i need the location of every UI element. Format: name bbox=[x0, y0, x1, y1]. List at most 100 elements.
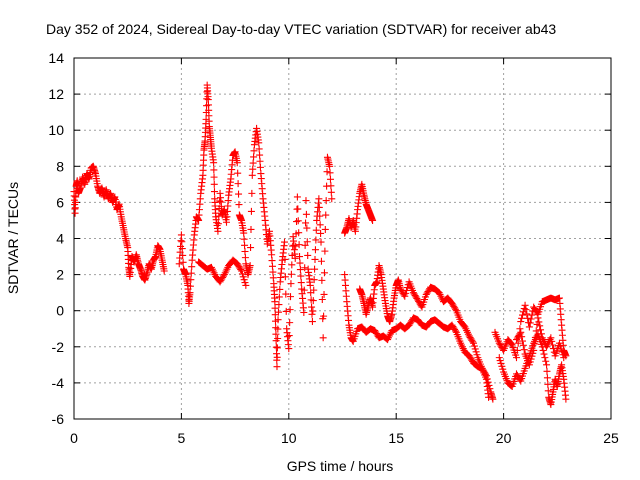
data-point bbox=[220, 263, 232, 279]
data-point bbox=[207, 263, 219, 279]
data-point bbox=[343, 298, 353, 324]
data-point bbox=[278, 242, 288, 264]
data-point bbox=[255, 139, 264, 171]
data-point bbox=[555, 294, 565, 324]
data-point bbox=[435, 319, 447, 330]
data-point bbox=[177, 231, 187, 266]
data-point bbox=[289, 233, 299, 258]
data-point bbox=[300, 219, 310, 317]
data-point bbox=[543, 361, 552, 395]
data-point bbox=[197, 175, 206, 197]
x-axis-label: GPS time / hours bbox=[287, 458, 394, 474]
x-tick-label: 15 bbox=[388, 430, 404, 446]
data-point bbox=[211, 195, 220, 217]
data-point bbox=[482, 375, 492, 398]
data-point bbox=[195, 258, 206, 269]
data-point bbox=[115, 200, 125, 218]
data-point bbox=[560, 354, 568, 362]
data-point bbox=[246, 189, 256, 270]
data-point bbox=[517, 367, 528, 385]
data-point bbox=[272, 330, 281, 364]
data-point bbox=[321, 168, 331, 233]
data-point bbox=[235, 211, 245, 223]
data-point bbox=[158, 256, 168, 273]
data-point bbox=[199, 151, 208, 179]
data-point bbox=[517, 328, 528, 354]
data-point bbox=[349, 327, 361, 345]
data-point bbox=[521, 350, 533, 367]
data-point bbox=[431, 285, 442, 296]
data-point bbox=[369, 216, 377, 224]
data-point bbox=[328, 195, 336, 203]
data-point bbox=[293, 193, 303, 249]
data-point bbox=[124, 244, 133, 267]
data-point bbox=[240, 229, 249, 262]
data-point bbox=[233, 260, 245, 274]
x-tick-label: 20 bbox=[496, 430, 512, 446]
data-point bbox=[500, 368, 511, 385]
data-point bbox=[452, 328, 464, 345]
data-point bbox=[351, 210, 361, 235]
axis-ticks: 0 5 10 15 20 25 -6 -4 -2 0 2 4 6 8 10 12 14 bbox=[48, 50, 619, 446]
data-point bbox=[302, 197, 312, 259]
data-point bbox=[268, 251, 277, 282]
data-point bbox=[341, 271, 350, 300]
data-point bbox=[461, 323, 472, 338]
data-point bbox=[271, 298, 280, 332]
data-point bbox=[504, 336, 515, 348]
data-point bbox=[188, 236, 198, 264]
data-point bbox=[296, 253, 305, 287]
data-point bbox=[311, 226, 320, 273]
data-point bbox=[298, 285, 307, 312]
data-point bbox=[538, 343, 550, 365]
data-point bbox=[384, 328, 395, 344]
data-point bbox=[489, 395, 497, 403]
data-points bbox=[70, 81, 570, 409]
data-point bbox=[534, 300, 545, 318]
data-point bbox=[248, 147, 258, 179]
data-point bbox=[274, 285, 284, 324]
data-point bbox=[281, 238, 290, 315]
data-point bbox=[534, 314, 545, 338]
data-point bbox=[377, 271, 387, 290]
data-point bbox=[555, 339, 567, 359]
data-point bbox=[431, 316, 442, 327]
y-tick-label: -6 bbox=[52, 411, 65, 427]
data-point bbox=[452, 307, 464, 323]
data-point bbox=[207, 144, 217, 164]
data-point bbox=[474, 354, 485, 370]
data-point bbox=[214, 197, 224, 235]
data-point bbox=[422, 319, 434, 331]
data-point bbox=[265, 227, 275, 254]
y-tick-label: 0 bbox=[56, 303, 64, 319]
data-point bbox=[562, 395, 570, 403]
y-tick-label: -2 bbox=[52, 339, 65, 355]
data-point bbox=[341, 225, 350, 237]
data-point bbox=[470, 339, 481, 359]
data-point bbox=[525, 349, 537, 369]
data-point bbox=[160, 267, 168, 275]
data-point bbox=[354, 193, 363, 214]
x-tick-label: 25 bbox=[603, 430, 619, 446]
data-point bbox=[470, 359, 481, 370]
data-point bbox=[225, 178, 234, 199]
data-point bbox=[270, 280, 279, 302]
data-point bbox=[117, 213, 127, 230]
data-point bbox=[379, 285, 389, 305]
data-point bbox=[308, 276, 318, 326]
data-point bbox=[306, 281, 316, 318]
data-point bbox=[229, 256, 240, 267]
data-point bbox=[356, 285, 365, 297]
y-axis-label: SDTVAR / TECUs bbox=[5, 182, 21, 294]
data-point bbox=[530, 320, 541, 354]
x-tick-label: 0 bbox=[70, 430, 78, 446]
data-point bbox=[216, 272, 228, 286]
data-point bbox=[448, 299, 459, 313]
data-point bbox=[283, 325, 292, 349]
data-point bbox=[414, 316, 425, 328]
y-tick-label: -4 bbox=[52, 375, 65, 391]
data-point bbox=[203, 81, 212, 101]
data-point bbox=[317, 238, 327, 323]
y-tick-label: 10 bbox=[48, 122, 64, 138]
